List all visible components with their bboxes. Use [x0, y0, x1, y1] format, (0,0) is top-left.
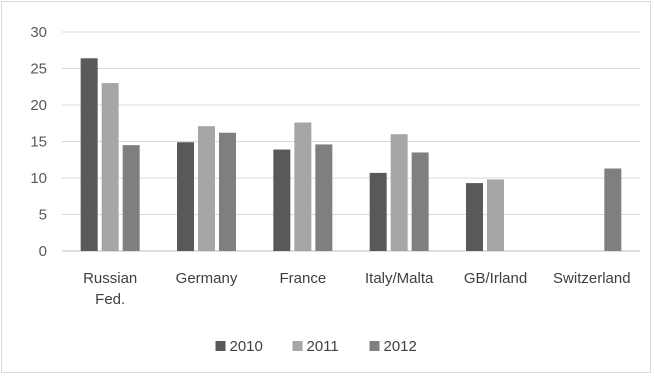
bar-2012-5: [604, 168, 622, 251]
y-tick-label: 15: [30, 134, 47, 151]
legend-label-2010: 2010: [230, 338, 263, 355]
legend-label-2012: 2012: [384, 338, 417, 355]
x-category-label: Switzerland: [553, 270, 631, 287]
x-category-label: Germany: [176, 270, 238, 287]
bar-2011-2: [294, 122, 312, 252]
bar-2012-1: [219, 132, 236, 251]
x-category-label: Russian: [83, 270, 137, 287]
bar-2011-1: [198, 126, 215, 251]
bar-2012-2: [315, 144, 333, 251]
bar-2010-0: [80, 58, 98, 251]
bar-2011-0: [101, 83, 119, 251]
bar-2011-4: [487, 179, 504, 251]
legend-swatch-2010: [215, 341, 226, 351]
bar-2010-4: [466, 183, 483, 251]
bar-2011-3: [390, 134, 408, 251]
legend-swatch-2012: [369, 341, 380, 351]
bar-2012-0: [122, 145, 140, 251]
y-tick-label: 10: [30, 170, 47, 187]
y-tick-label: 5: [39, 207, 47, 224]
y-tick-label: 30: [30, 24, 47, 41]
bar-2010-2: [273, 149, 291, 251]
x-category-label: GB/Irland: [464, 270, 527, 287]
bar-2010-1: [177, 142, 194, 251]
y-tick-label: 0: [39, 243, 47, 260]
bar-2012-3: [411, 152, 429, 251]
bar-2010-3: [369, 172, 387, 251]
legend-swatch-2011: [292, 341, 303, 351]
y-tick-label: 25: [30, 61, 47, 78]
x-category-label: Fed.: [95, 291, 125, 308]
y-tick-label: 20: [30, 97, 47, 114]
legend-label-2011: 2011: [307, 338, 339, 355]
x-category-label: France: [279, 270, 326, 287]
x-category-label: Italy/Malta: [365, 270, 434, 287]
